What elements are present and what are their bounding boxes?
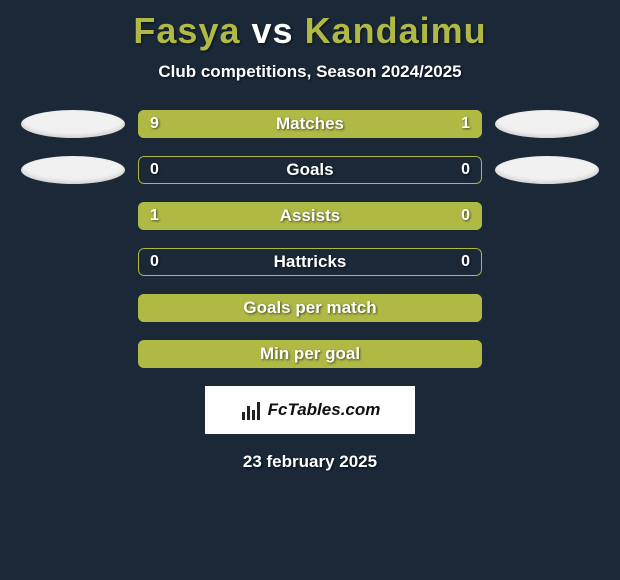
- page-title: Fasya vs Kandaimu: [0, 10, 620, 52]
- badge-slot-right: [482, 110, 612, 138]
- club-badge-right: [495, 156, 599, 184]
- title-left: Fasya: [133, 10, 240, 51]
- attribution-text: FcTables.com: [268, 400, 381, 420]
- stat-value-left: 1: [138, 202, 171, 230]
- club-badge-left: [21, 110, 125, 138]
- club-badge-right: [495, 110, 599, 138]
- stat-rows: Matches91Goals00Assists10Hattricks00Goal…: [0, 110, 620, 368]
- title-right: Kandaimu: [305, 10, 487, 51]
- stat-bar: Matches9 1: [138, 110, 482, 138]
- date-label: 23 february 2025: [0, 452, 620, 472]
- subtitle: Club competitions, Season 2024/2025: [0, 62, 620, 82]
- stat-value-left: 0: [138, 156, 171, 184]
- title-vs: vs: [252, 10, 294, 51]
- stat-bar: Assists1 0: [138, 202, 482, 230]
- stat-label: Goals: [138, 156, 482, 184]
- badge-slot-left: [8, 110, 138, 138]
- attribution-badge: FcTables.com: [205, 386, 415, 434]
- badge-slot-left: [8, 156, 138, 184]
- stat-row: Min per goal: [0, 340, 620, 368]
- stat-value-left: 0: [138, 248, 171, 276]
- stat-label: Matches: [138, 110, 482, 138]
- stat-row: Goals per match: [0, 294, 620, 322]
- stat-label: Goals per match: [138, 294, 482, 322]
- stat-value-right: 0: [449, 248, 482, 276]
- stat-bar: Min per goal: [138, 340, 482, 368]
- stat-bar: Hattricks0 0: [138, 248, 482, 276]
- stat-label: Assists: [138, 202, 482, 230]
- stat-value-left: 9: [138, 110, 171, 138]
- stat-row: Goals0 0: [0, 156, 620, 184]
- stat-value-right: 0: [449, 156, 482, 184]
- stat-value-right: 0: [449, 202, 482, 230]
- bars-icon: [240, 400, 262, 420]
- stat-label: Min per goal: [138, 340, 482, 368]
- stat-row: Hattricks0 0: [0, 248, 620, 276]
- stat-label: Hattricks: [138, 248, 482, 276]
- stat-row: Matches9 1: [0, 110, 620, 138]
- comparison-infographic: Fasya vs Kandaimu Club competitions, Sea…: [0, 0, 620, 472]
- stat-bar: Goals0 0: [138, 156, 482, 184]
- stat-bar: Goals per match: [138, 294, 482, 322]
- club-badge-left: [21, 156, 125, 184]
- stat-row: Assists1 0: [0, 202, 620, 230]
- stat-value-right: 1: [449, 110, 482, 138]
- badge-slot-right: [482, 156, 612, 184]
